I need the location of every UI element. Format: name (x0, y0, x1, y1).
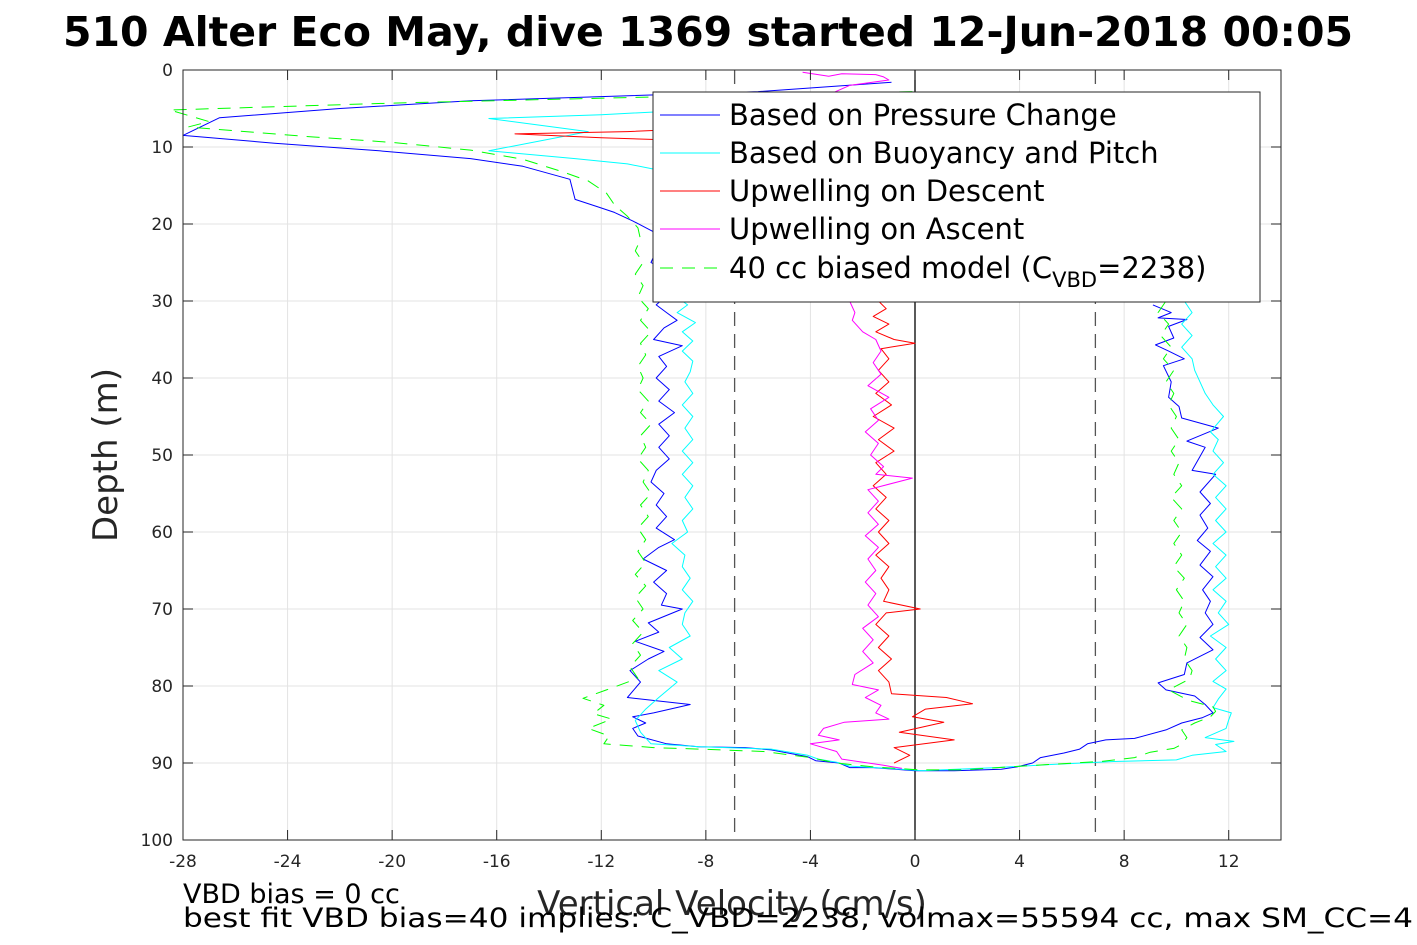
x-tick-label: -16 (483, 852, 511, 872)
x-axis-ticks: -28 -24 -20 -16 -12 -8 -4 0 4 8 12 (169, 70, 1240, 872)
y-tick-label: 60 (151, 523, 173, 543)
legend-label-biased-model: 40 cc biased model (CVBD=2238) (729, 251, 1207, 292)
y-axis-label: Depth (m) (86, 368, 126, 542)
x-tick-label: 0 (910, 852, 921, 872)
x-tick-label: 12 (1218, 852, 1240, 872)
legend-entry-buoyancy-pitch: Based on Buoyancy and Pitch (660, 136, 1159, 170)
y-tick-label: 70 (151, 600, 173, 620)
footnote-best-fit: best fit VBD bias=40 implies: C_VBD=2238… (183, 903, 1413, 934)
legend-label-buoyancy-pitch: Based on Buoyancy and Pitch (729, 136, 1159, 170)
y-tick-label: 0 (162, 61, 173, 81)
legend-box (652, 91, 1261, 303)
series-upwelling-on-descent (514, 121, 973, 764)
x-tick-label: -20 (378, 852, 406, 872)
legend-entry-upwelling-ascent: Upwelling on Ascent (660, 212, 1024, 246)
x-axis-label: Vertical Velocity (cm/s) (537, 884, 927, 924)
x-tick-label: -4 (802, 852, 819, 872)
x-tick-label: 4 (1014, 852, 1025, 872)
series-40-cc-biased-model-c-vbd-2238 (169, 91, 1217, 771)
y-tick-label: 100 (141, 831, 173, 851)
y-tick-label: 30 (151, 292, 173, 312)
y-tick-label: 50 (151, 446, 173, 466)
legend: Based on Pressure Change Based on Buoyan… (652, 91, 1261, 303)
legend-label-pressure-change: Based on Pressure Change (729, 98, 1117, 132)
legend-label-upwelling-ascent: Upwelling on Ascent (729, 212, 1024, 246)
footnote-vbd-bias: VBD bias = 0 cc (183, 879, 400, 910)
series-upwelling-on-ascent (802, 71, 913, 769)
legend-entry-pressure-change: Based on Pressure Change (660, 98, 1117, 132)
x-tick-label: -12 (587, 852, 615, 872)
chart-title: 510 Alter Eco May, dive 1369 started 12-… (63, 8, 1353, 56)
x-tick-label: 8 (1119, 852, 1130, 872)
x-tick-label: -28 (169, 852, 197, 872)
x-tick-label: -24 (274, 852, 302, 872)
y-axis-ticks: 0 10 20 30 40 50 60 70 80 90 100 (141, 61, 1281, 851)
legend-entry-upwelling-descent: Upwelling on Descent (660, 174, 1045, 208)
y-tick-label: 80 (151, 677, 173, 697)
y-tick-label: 20 (151, 215, 173, 235)
y-tick-label: 10 (151, 138, 173, 158)
x-tick-label: -8 (697, 852, 714, 872)
legend-label-biased-model-prefix: 40 cc biased model (C (729, 251, 1052, 285)
legend-label-biased-model-subscript: VBD (1052, 268, 1097, 292)
legend-entry-biased-model: 40 cc biased model (CVBD=2238) (660, 251, 1207, 292)
y-tick-label: 90 (151, 754, 173, 774)
y-tick-label: 40 (151, 369, 173, 389)
legend-label-biased-model-suffix: =2238) (1097, 251, 1206, 285)
legend-label-upwelling-descent: Upwelling on Descent (729, 174, 1045, 208)
